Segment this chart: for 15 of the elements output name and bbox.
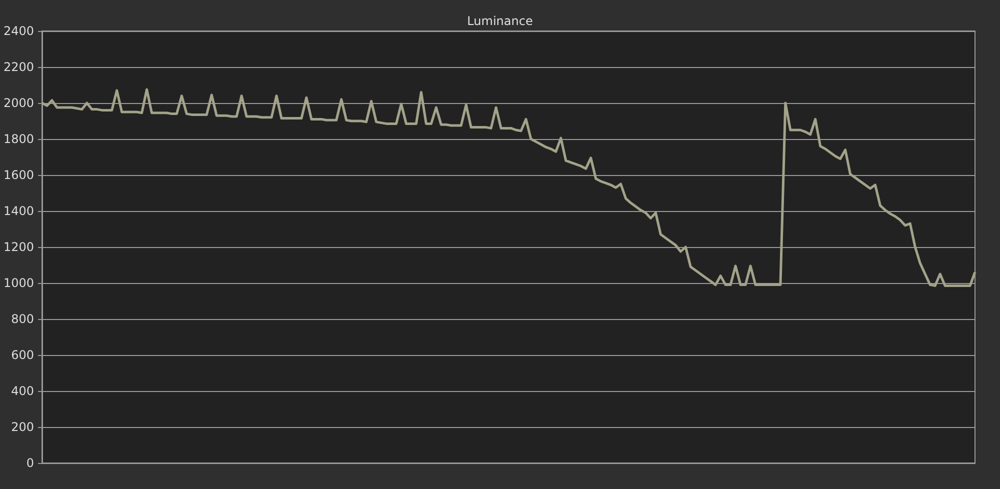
y-tick-label: 2400	[3, 24, 34, 38]
y-tick-label: 1800	[3, 132, 34, 146]
chart-title: Luminance	[467, 14, 533, 28]
y-tick-label: 2200	[3, 60, 34, 74]
y-tick-label: 2000	[3, 96, 34, 110]
y-tick-label: 1000	[3, 276, 34, 290]
y-tick-label: 800	[11, 312, 34, 326]
y-tick-label: 1600	[3, 168, 34, 182]
line-series	[40, 88, 976, 287]
y-tick-label: 200	[11, 420, 34, 434]
y-tick-label: 600	[11, 348, 34, 362]
y-tick-label: 0	[26, 456, 34, 470]
y-tick-label: 1200	[3, 240, 34, 254]
y-tick-label: 1400	[3, 204, 34, 218]
y-tick-label: 400	[11, 384, 34, 398]
